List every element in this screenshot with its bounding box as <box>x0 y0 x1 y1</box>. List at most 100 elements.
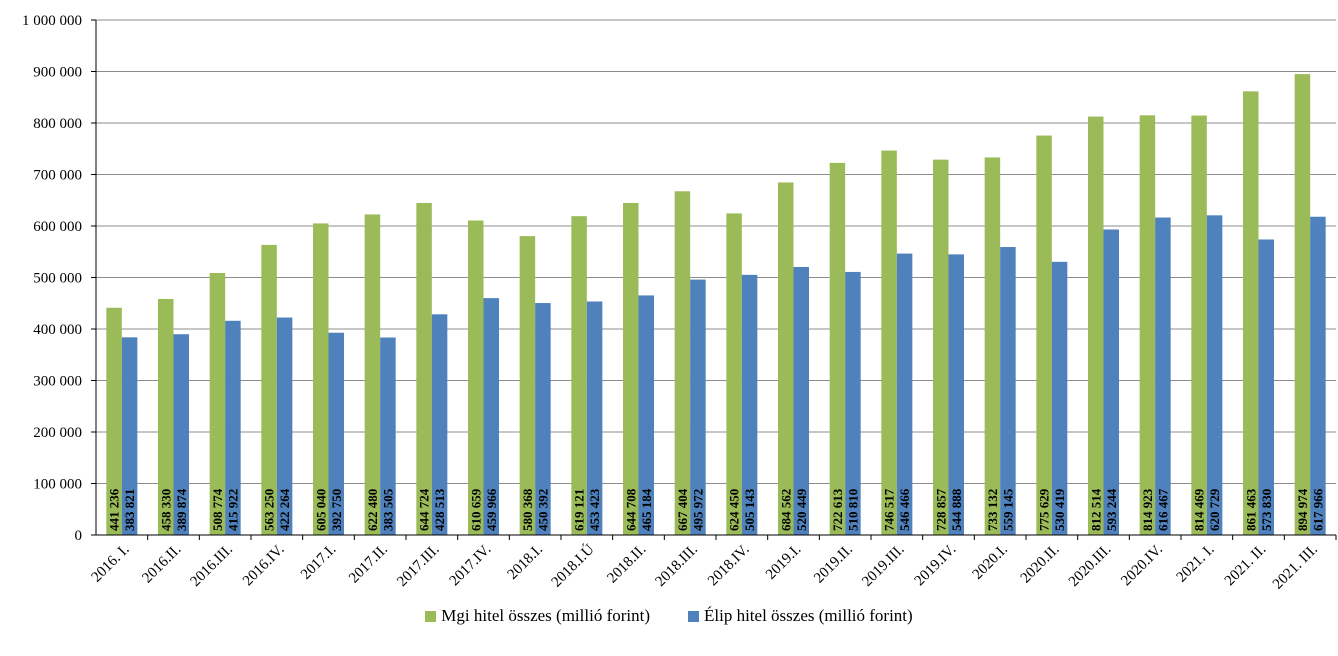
data-label: 453 423 <box>587 488 602 531</box>
x-tick-label: 2021. III. <box>1270 542 1321 593</box>
bar <box>364 214 381 536</box>
data-label: 814 469 <box>1192 488 1207 531</box>
data-label: 580 368 <box>520 488 535 531</box>
bar <box>519 236 536 535</box>
y-tick-label: 200 000 <box>33 425 82 441</box>
data-labels: 441 236 383 821 458 330 389 874 508 774 415 9… <box>107 488 1326 531</box>
data-label: 644 708 <box>623 488 638 531</box>
bar <box>483 298 499 535</box>
data-label: 733 132 <box>985 489 1000 531</box>
data-label: 573 830 <box>1259 489 1274 531</box>
bar <box>158 298 174 535</box>
data-label: 383 821 <box>122 489 137 531</box>
x-axis-ticks: 2016. I. 2016.II. 2016.III. 2016.IV. 2017.I.… <box>89 535 1337 593</box>
x-tick-label: 2019.III. <box>859 542 907 590</box>
x-tick-label: 2020.I. <box>970 542 1011 583</box>
data-label: 620 729 <box>1207 488 1222 531</box>
data-label: 605 040 <box>313 489 328 531</box>
x-tick-label: 2017.I. <box>298 542 339 583</box>
legend-swatch-mgi <box>425 610 437 622</box>
data-label: 610 659 <box>468 488 483 531</box>
bar <box>881 150 897 535</box>
data-label: 520 449 <box>794 488 809 531</box>
bar <box>468 220 484 535</box>
data-label: 622 480 <box>365 489 380 531</box>
x-tick-label: 2017.II. <box>346 542 391 587</box>
legend-item-elip: Élip hitel összes (millió forint) <box>688 606 913 626</box>
bar <box>586 301 603 535</box>
data-label: 722 613 <box>830 488 845 531</box>
bar <box>380 337 396 535</box>
x-tick-label: 2020.III. <box>1066 542 1114 590</box>
data-label: 510 810 <box>845 489 860 531</box>
x-tick-label: 2018.I.Ú <box>548 541 598 591</box>
y-tick-label: 100 000 <box>33 477 82 493</box>
x-tick-label: 2020.IV. <box>1118 542 1166 590</box>
y-axis-ticks: 0 100 000 200 000 300 000 400 000 500 000 600 … <box>22 13 96 544</box>
bar <box>674 191 691 536</box>
data-label: 644 724 <box>417 488 432 531</box>
data-label: 422 264 <box>277 488 292 531</box>
data-label: 619 121 <box>572 489 587 531</box>
data-label: 459 966 <box>484 488 499 531</box>
data-label: 624 450 <box>727 489 742 531</box>
y-tick-label: 500 000 <box>33 271 82 287</box>
data-label: 415 922 <box>225 489 240 531</box>
x-tick-label: 2019.IV. <box>912 542 960 590</box>
bar <box>778 182 794 536</box>
bar <box>1243 91 1259 535</box>
bar <box>793 266 809 535</box>
data-label: 775 629 <box>1037 488 1052 531</box>
bar <box>1088 116 1104 535</box>
data-label: 544 888 <box>949 488 964 531</box>
data-label: 563 250 <box>262 489 277 531</box>
bar <box>173 334 189 535</box>
bar <box>1036 135 1052 535</box>
data-label: 389 874 <box>174 488 189 531</box>
bar <box>1191 115 1207 535</box>
data-label: 746 517 <box>882 488 897 531</box>
legend-label-mgi: Mgi hitel összes (millió forint) <box>441 606 650 625</box>
data-label: 441 236 <box>107 488 122 531</box>
bar <box>1155 217 1171 535</box>
y-tick-label: 300 000 <box>33 374 82 390</box>
x-tick-label: 2018.III. <box>653 542 701 590</box>
bar <box>845 271 861 535</box>
y-tick-label: 700 000 <box>33 168 82 184</box>
data-label: 667 404 <box>675 488 690 531</box>
data-label: 495 972 <box>690 489 705 531</box>
data-label: 861 463 <box>1243 488 1258 531</box>
x-tick-label: 2017.IV. <box>447 542 495 590</box>
data-label: 383 505 <box>380 488 395 531</box>
data-label: 684 562 <box>778 489 793 531</box>
bar <box>638 295 654 535</box>
bar <box>829 162 846 535</box>
y-tick-label: 800 000 <box>33 116 82 132</box>
data-label: 450 392 <box>535 489 550 531</box>
bar <box>1294 74 1311 536</box>
x-tick-label: 2016. I. <box>89 542 133 586</box>
bar <box>1139 115 1156 536</box>
data-label: 546 466 <box>897 488 912 531</box>
x-tick-label: 2020.II. <box>1018 542 1063 587</box>
y-tick-label: 900 000 <box>33 65 82 81</box>
y-tick-label: 400 000 <box>33 322 82 338</box>
data-label: 894 974 <box>1295 488 1310 531</box>
bar <box>623 202 639 535</box>
data-label: 465 184 <box>639 488 654 531</box>
bar <box>535 303 551 535</box>
bar <box>328 332 344 535</box>
x-tick-label: 2021. I. <box>1174 542 1218 586</box>
legend: Mgi hitel összes (millió forint) Élip hi… <box>0 606 1338 626</box>
bar <box>690 279 706 535</box>
bar <box>431 314 448 535</box>
legend-label-elip: Élip hitel összes (millió forint) <box>704 606 913 625</box>
bar <box>571 216 587 535</box>
x-tick-label: 2016.III. <box>188 542 236 590</box>
data-label: 458 330 <box>158 489 173 531</box>
bar <box>1310 216 1326 536</box>
bar-chart: 0 100 000 200 000 300 000 400 000 500 000 600 … <box>22 13 1337 593</box>
data-label: 559 145 <box>1000 488 1015 531</box>
x-tick-label: 2016.IV. <box>240 542 288 590</box>
data-label: 505 143 <box>742 488 757 531</box>
